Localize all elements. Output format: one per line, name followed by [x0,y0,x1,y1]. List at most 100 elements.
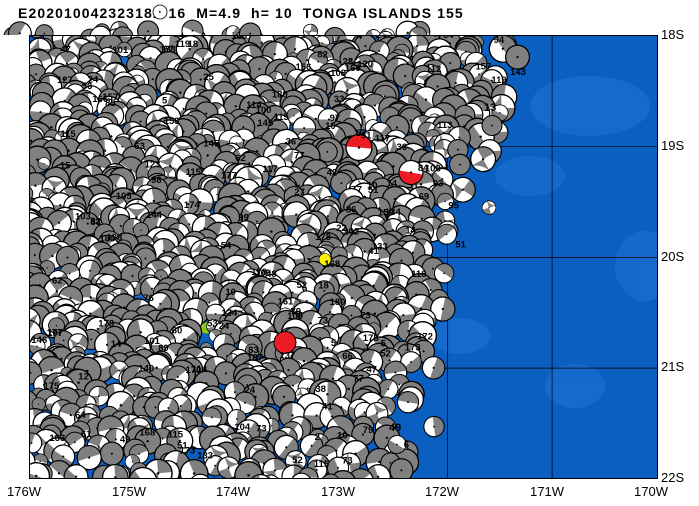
svg-text:42: 42 [327,167,338,178]
svg-text:180: 180 [272,89,288,100]
svg-text:115: 115 [60,128,76,139]
svg-text:10: 10 [337,430,348,441]
svg-text:101: 101 [112,45,129,56]
svg-text:143: 143 [510,67,526,78]
svg-text:115: 115 [186,166,202,177]
svg-text:157: 157 [475,61,491,72]
svg-text:77: 77 [353,373,364,384]
svg-text:178: 178 [98,318,114,329]
svg-text:22: 22 [336,222,347,233]
svg-text:180: 180 [231,36,247,42]
svg-text:73: 73 [342,455,353,466]
svg-text:5: 5 [162,95,168,106]
svg-text:7: 7 [357,184,362,195]
svg-text:52: 52 [297,280,308,291]
svg-text:6: 6 [404,439,409,450]
svg-text:93: 93 [433,178,444,189]
svg-text:100: 100 [287,310,303,321]
svg-text:24: 24 [376,36,387,41]
svg-text:144: 144 [146,209,163,220]
svg-text:95: 95 [448,200,459,211]
svg-text:127: 127 [57,74,73,85]
svg-text:145: 145 [257,117,274,128]
svg-text:117: 117 [262,163,277,174]
svg-text:86: 86 [346,204,357,215]
svg-text:49: 49 [389,421,401,433]
svg-text:120: 120 [357,58,373,69]
svg-text:94: 94 [494,36,505,46]
svg-text:178: 178 [251,267,267,278]
svg-text:54: 54 [443,36,454,41]
svg-text:14: 14 [386,178,397,189]
svg-text:82: 82 [90,215,101,226]
svg-text:27: 27 [294,186,305,197]
svg-text:48: 48 [266,268,277,279]
svg-text:117: 117 [375,133,390,144]
svg-text:100: 100 [256,105,272,116]
svg-text:62: 62 [52,275,63,286]
svg-text:36: 36 [286,136,297,147]
svg-text:105: 105 [116,191,133,202]
svg-text:33: 33 [334,94,345,105]
svg-text:173: 173 [405,342,421,353]
svg-text:91: 91 [361,130,372,141]
svg-text:115: 115 [168,429,184,440]
svg-text:153: 153 [164,116,180,127]
svg-text:53: 53 [207,318,218,329]
svg-text:36: 36 [396,142,407,153]
svg-text:52: 52 [380,348,391,359]
svg-text:51: 51 [455,239,466,250]
svg-text:2: 2 [315,432,320,443]
svg-text:180: 180 [330,296,346,307]
svg-text:175: 175 [44,381,61,392]
svg-text:97: 97 [330,112,341,123]
svg-text:173: 173 [180,445,196,456]
svg-text:49: 49 [120,434,131,445]
svg-text:145: 145 [203,138,220,149]
svg-text:178: 178 [315,232,331,243]
svg-text:38: 38 [315,383,326,394]
svg-text:101: 101 [144,336,161,347]
svg-text:24: 24 [88,74,99,85]
svg-text:52: 52 [292,455,303,466]
svg-text:133: 133 [197,450,213,461]
svg-text:146: 146 [31,334,47,345]
svg-text:168: 168 [324,258,340,269]
svg-text:168: 168 [139,427,155,438]
svg-text:28: 28 [343,56,354,67]
svg-text:163: 163 [49,433,65,444]
svg-text:10: 10 [225,286,236,297]
svg-text:140: 140 [138,363,154,374]
svg-text:62: 62 [235,152,246,163]
svg-text:177: 177 [221,170,237,181]
svg-text:172: 172 [417,331,433,342]
svg-text:113: 113 [437,120,452,131]
svg-text:47: 47 [60,44,71,55]
svg-text:175: 175 [363,333,380,344]
svg-text:77: 77 [294,150,305,161]
svg-text:115: 115 [314,459,330,470]
svg-text:47: 47 [366,364,377,375]
svg-text:12: 12 [78,371,89,382]
svg-text:66: 66 [342,350,353,361]
svg-text:73: 73 [360,310,371,321]
svg-text:32: 32 [173,36,184,40]
svg-text:60: 60 [172,325,183,336]
svg-text:137: 137 [81,36,97,39]
svg-text:108: 108 [330,67,346,78]
svg-text:82: 82 [317,49,328,60]
svg-text:119: 119 [175,39,190,50]
svg-text:63: 63 [134,141,145,152]
svg-text:115: 115 [274,112,290,123]
svg-text:51: 51 [368,184,379,195]
svg-text:119: 119 [491,75,506,86]
svg-text:61: 61 [81,429,92,440]
svg-text:5: 5 [381,338,387,349]
svg-text:177: 177 [47,327,63,338]
svg-text:134: 134 [221,307,238,318]
svg-text:41: 41 [322,401,333,412]
svg-text:15: 15 [60,160,71,171]
svg-text:107: 107 [247,352,263,363]
svg-text:123: 123 [145,159,161,170]
svg-text:73: 73 [318,315,329,326]
